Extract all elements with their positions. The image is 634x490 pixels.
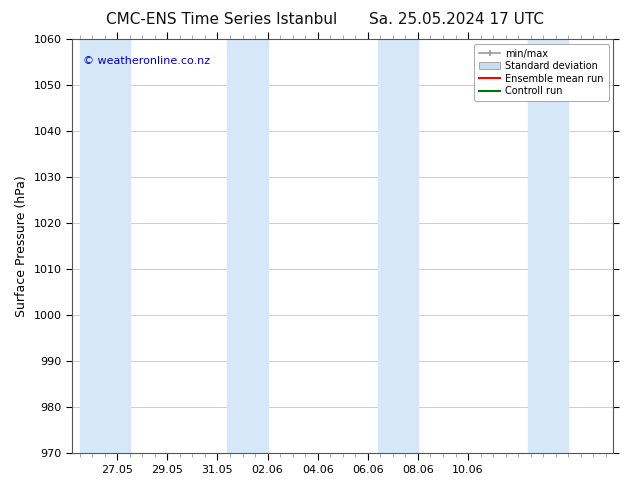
- Bar: [228, 39, 268, 453]
- Text: © weatheronline.co.nz: © weatheronline.co.nz: [83, 56, 210, 66]
- Bar: [528, 39, 568, 453]
- Text: CMC-ENS Time Series Istanbul: CMC-ENS Time Series Istanbul: [107, 12, 337, 27]
- Text: Sa. 25.05.2024 17 UTC: Sa. 25.05.2024 17 UTC: [369, 12, 544, 27]
- Bar: [378, 39, 418, 453]
- Bar: [80, 39, 130, 453]
- Y-axis label: Surface Pressure (hPa): Surface Pressure (hPa): [15, 175, 28, 317]
- Legend: min/max, Standard deviation, Ensemble mean run, Controll run: min/max, Standard deviation, Ensemble me…: [474, 44, 609, 101]
